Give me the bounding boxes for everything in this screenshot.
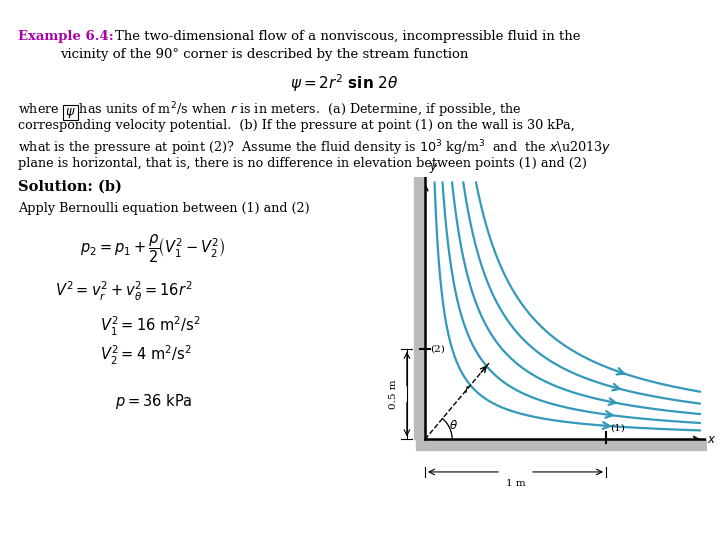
Text: $p = 36\ \mathrm{kPa}$: $p = 36\ \mathrm{kPa}$ <box>115 392 192 411</box>
Text: corresponding velocity potential.  (b) If the pressure at point (1) on the wall : corresponding velocity potential. (b) If… <box>18 119 575 132</box>
Text: $x$: $x$ <box>708 433 717 446</box>
Text: $V_1^2 = 16\ \mathrm{m^2/s^2}$: $V_1^2 = 16\ \mathrm{m^2/s^2}$ <box>100 315 201 338</box>
Text: vicinity of the 90° corner is described by the stream function: vicinity of the 90° corner is described … <box>60 48 469 61</box>
Text: 0.5 m: 0.5 m <box>389 379 398 409</box>
Text: (2): (2) <box>431 345 445 353</box>
Text: Example 6.4:: Example 6.4: <box>18 30 114 43</box>
Text: The two-dimensional flow of a nonviscous, incompressible fluid in the: The two-dimensional flow of a nonviscous… <box>115 30 580 43</box>
Text: 1 m: 1 m <box>505 479 526 488</box>
Text: $V_2^2 = 4\ \mathrm{m^2/s^2}$: $V_2^2 = 4\ \mathrm{m^2/s^2}$ <box>100 344 192 367</box>
Text: $y$: $y$ <box>428 161 438 175</box>
FancyBboxPatch shape <box>63 105 78 120</box>
Text: $V^2 = v_r^2 + v_\theta^2 = 16r^2$: $V^2 = v_r^2 + v_\theta^2 = 16r^2$ <box>55 280 192 303</box>
Text: where  $\psi$ has units of m$^2$/s when $r$ is in meters.  (a) Determine, if pos: where $\psi$ has units of m$^2$/s when $… <box>18 100 521 119</box>
Text: plane is horizontal, that is, there is no difference in elevation between points: plane is horizontal, that is, there is n… <box>18 157 587 170</box>
Text: (1): (1) <box>610 423 624 432</box>
Text: Apply Bernoulli equation between (1) and (2): Apply Bernoulli equation between (1) and… <box>18 202 310 215</box>
Text: $\psi = 2r^2\ \mathbf{sin}\ 2\theta$: $\psi = 2r^2\ \mathbf{sin}\ 2\theta$ <box>290 72 399 94</box>
Text: $\theta$: $\theta$ <box>449 419 457 432</box>
Text: what is the pressure at point (2)?  Assume the fluid density is $10^3$ kg/m$^3$ : what is the pressure at point (2)? Assum… <box>18 138 611 158</box>
Text: Solution: (b): Solution: (b) <box>18 180 122 194</box>
Text: $p_2 = p_1 + \dfrac{\rho}{2}\!\left(V_1^2 - V_2^2\right)$: $p_2 = p_1 + \dfrac{\rho}{2}\!\left(V_1^… <box>80 232 225 265</box>
Text: $r$: $r$ <box>464 383 472 396</box>
Text: $\psi$: $\psi$ <box>65 106 76 120</box>
